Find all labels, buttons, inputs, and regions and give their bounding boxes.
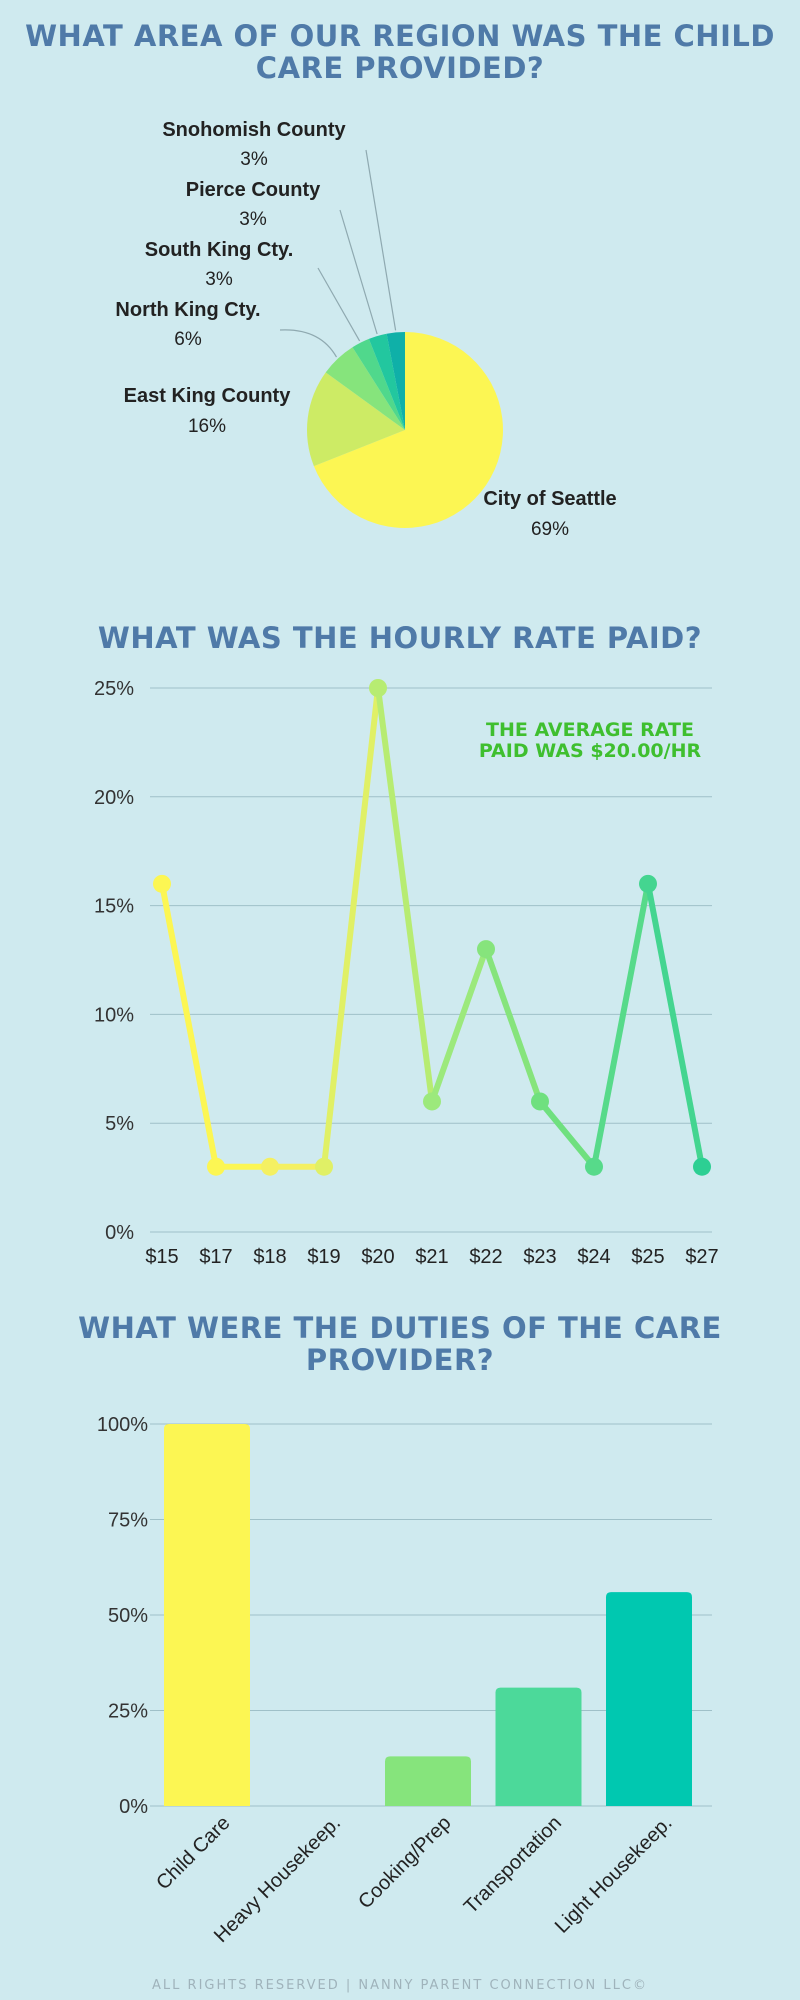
bar-chart-title: WHAT WERE THE DUTIES OF THE CARE PROVIDE… — [78, 1311, 722, 1377]
line-segment-10 — [645, 880, 705, 1170]
x-tick-25: $25 — [631, 1246, 664, 1268]
line-chart-title: WHAT WAS THE HOURLY RATE PAID? — [97, 621, 703, 655]
pie-label-south-king-cty: South King Cty. — [145, 239, 294, 261]
line-segment-5 — [375, 685, 435, 1105]
data-point-18 — [261, 1157, 279, 1176]
pie-value-pierce-county: 3% — [239, 209, 267, 230]
y-tick-0: 0% — [105, 1222, 134, 1244]
bar-child-care — [164, 1424, 250, 1806]
x-tick-17: $17 — [199, 1246, 232, 1268]
footer-copyright: ALL RIGHTS RESERVED | NANNY PARENT CONNE… — [152, 1978, 648, 1993]
pie-label-east-king-county: East King County — [124, 385, 292, 407]
x-tick-light-housekeep: Light Housekeep. — [551, 1812, 677, 1938]
data-point-27 — [693, 1157, 711, 1176]
data-point-21 — [423, 1092, 441, 1111]
x-tick-20: $20 — [361, 1246, 394, 1268]
x-tick-child-care: Child Care — [152, 1812, 234, 1894]
pie-label-pierce-county: Pierce County — [186, 179, 321, 201]
data-point-22 — [477, 940, 495, 959]
bar-light-housekeep — [606, 1592, 692, 1806]
pie-label-city-of-seattle: City of Seattle — [483, 488, 616, 510]
pie-chart: City of Seattle 69% East King County 16% Nor… — [115, 119, 616, 540]
callout-line-2: PAID WAS $20.00/HR — [478, 740, 702, 762]
pie-value-south-king-cty: 3% — [205, 269, 233, 290]
y-tick-0: 0% — [119, 1796, 148, 1818]
x-tick-heavy-housekeep: Heavy Housekeep. — [210, 1812, 345, 1947]
data-point-19 — [315, 1157, 333, 1176]
pie-value-east-king-county: 16% — [188, 416, 226, 437]
y-tick-100: 100% — [97, 1414, 148, 1436]
line-chart: 0% 5% 10% 15% 20% 25% $15 $17 $18 $19 $20 $21 $22 $23… — [94, 678, 719, 1268]
line-segment-7 — [483, 946, 543, 1105]
pie-slice-pierce-county — [368, 333, 405, 430]
average-rate-callout: THE AVERAGE RATE PAID WAS $20.00/HR — [460, 720, 720, 762]
pie-leader-north-king-cty — [279, 329, 338, 358]
pie-leader-snohomish-county — [365, 149, 397, 331]
pie-slice-south-king-cty — [352, 338, 405, 430]
pie-value-north-king-cty: 6% — [174, 329, 202, 350]
y-tick-25: 25% — [108, 1701, 148, 1723]
pie-slice-snohomish-county — [386, 332, 405, 430]
callout-line-1: THE AVERAGE RATE — [486, 719, 694, 741]
data-point-20 — [369, 679, 387, 697]
pie-chart-title: WHAT AREA OF OUR REGION WAS THE CHILD CA… — [25, 19, 775, 85]
pie-leader-south-king-cty — [317, 267, 361, 342]
pie-slice-city-of-seattle — [313, 332, 503, 528]
data-point-24 — [585, 1157, 603, 1176]
y-tick-25: 25% — [94, 678, 134, 700]
x-tick-cooking-prep: Cooking/Prep — [354, 1812, 455, 1913]
y-tick-50: 50% — [108, 1605, 148, 1627]
x-tick-19: $19 — [307, 1246, 340, 1268]
x-tick-15: $15 — [145, 1246, 178, 1268]
line-segment-9 — [591, 880, 651, 1170]
x-tick-22: $22 — [469, 1246, 502, 1268]
x-tick-27: $27 — [685, 1246, 718, 1268]
bar-cooking-prep — [385, 1756, 471, 1806]
pie-slice-east-king-county — [306, 372, 405, 467]
x-tick-23: $23 — [523, 1246, 556, 1268]
x-tick-21: $21 — [415, 1246, 448, 1268]
pie-leader-pierce-county — [339, 209, 378, 335]
data-point-23 — [531, 1092, 549, 1111]
line-segment-1 — [159, 880, 219, 1170]
line-segment-8 — [537, 1098, 597, 1170]
data-point-25 — [639, 874, 657, 893]
y-tick-5: 5% — [105, 1113, 134, 1135]
pie-value-snohomish-county: 3% — [240, 149, 268, 170]
x-tick-transportation: Transportation — [460, 1812, 566, 1918]
bar-transportation — [495, 1687, 582, 1806]
line-segment-6 — [429, 946, 489, 1105]
data-point-15 — [153, 874, 171, 893]
pie-value-city-of-seattle: 69% — [531, 519, 569, 540]
y-tick-75: 75% — [108, 1510, 148, 1532]
y-tick-10: 10% — [94, 1004, 134, 1026]
pie-label-north-king-cty: North King Cty. — [115, 299, 260, 321]
y-tick-20: 20% — [94, 787, 134, 809]
data-point-17 — [207, 1157, 225, 1176]
y-tick-15: 15% — [94, 896, 134, 918]
line-segment-4 — [321, 685, 381, 1170]
x-tick-18: $18 — [253, 1246, 286, 1268]
x-tick-24: $24 — [577, 1246, 610, 1268]
pie-label-snohomish-county: Snohomish County — [162, 119, 346, 141]
pie-slice-north-king-cty — [325, 347, 405, 430]
